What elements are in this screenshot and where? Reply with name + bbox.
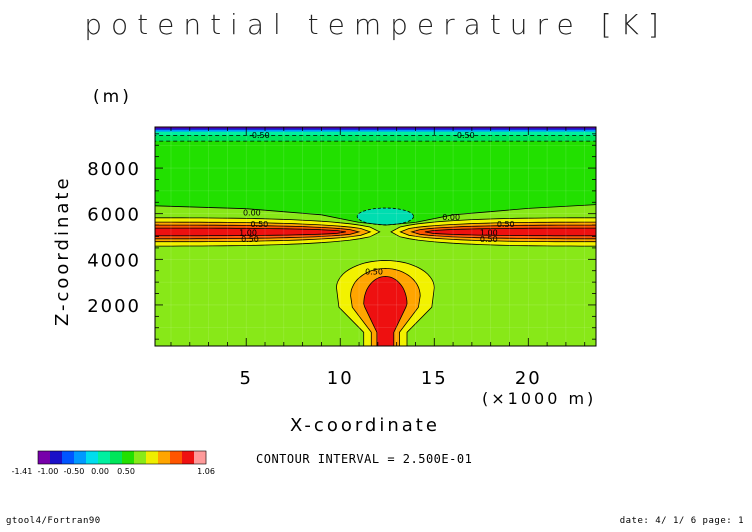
field-cyan-blob [357,208,414,225]
contour-interval-text: CONTOUR INTERVAL = 2.500E-01 [256,452,473,466]
x-tick-label: 5 [239,368,252,389]
field-warm-red-right [424,228,596,236]
contour-field [155,127,596,346]
contour-lines [155,127,596,346]
colorbar-swatch [98,451,111,464]
colorbar-swatch [134,451,147,464]
y-tick-label: 8000 [87,159,141,180]
colorbar-tick-label: -1.41 [12,467,33,476]
footer-left: gtool4/Fortran90 [6,516,101,526]
contour-lens-right-1 [399,221,596,243]
contour-plume-1 [350,267,421,346]
colorbar-swatch [182,451,195,464]
x-unit-label: (×1000 m) [482,389,596,408]
y-axis-label: Z-coordinate [52,175,73,326]
contour-label: 1.00 [480,229,498,238]
contour-plume-0 [336,260,435,346]
contour-lens-right-0 [390,217,596,247]
colorbar-swatch [122,451,135,464]
colorbar-swatch [38,451,51,464]
contour-label-layer: -0.50 -0.500.000.000.50 0.501.00 1.000.50 0.… [239,131,514,277]
contour-lens-right-2 [410,224,596,240]
y-tick-label: 6000 [87,205,141,226]
contour-label: 0.50 [241,235,259,244]
colorbar-border [37,450,207,465]
plume-red [363,276,407,346]
colorbar-swatch [110,451,123,464]
contour-label: 0.50 [480,235,498,244]
contour-lens-left-1 [155,221,372,243]
contour-label: 1.00 [239,229,257,238]
contour-lens-right-3 [424,227,596,237]
colorbar-tick-label: -0.50 [64,467,85,476]
y-tick-label: 2000 [87,296,141,317]
contour-lens-left-0 [155,217,381,247]
y-tick-label: 4000 [87,250,141,271]
chart-title: potential temperature [K] [84,8,668,41]
colorbar-tick-label: 1.06 [197,467,215,476]
colorbar-tick-label: 0.00 [91,467,109,476]
contour-label: 0.00 [243,209,261,218]
colorbar-swatch [86,451,99,464]
colorbar-swatch [146,451,159,464]
contour-cyan-blob [356,207,414,226]
contour-label: -0.50 [454,131,475,140]
colorbar-swatch [74,451,87,464]
footer-right: date: 4/ 1/ 6 page: 1 [619,516,744,526]
contour-lens-left-3 [155,227,346,237]
y-unit-label: (m) [93,87,132,107]
contour-plume-2 [363,275,408,346]
field-upper-band [155,127,596,226]
contour-label: 0.50 [250,220,268,229]
colorbar-tick-label: -1.00 [38,467,59,476]
x-tick-label: 15 [421,368,448,389]
x-tick-label: 10 [327,368,354,389]
contour-label: 0.50 [365,268,383,277]
colorbar-swatch [170,451,183,464]
colorbar-swatch [194,451,207,464]
colorbar-swatch [50,451,63,464]
x-axis-label: X-coordinate [290,415,440,436]
colorbar: -1.41 -1.00 -0.50 0.00 0.50 1.06 [12,450,215,476]
axes: 5 10 15 20 2000 4000 6000 8000 [87,127,596,389]
x-tick-label: 20 [515,368,542,389]
colorbar-swatch [158,451,171,464]
colorbar-swatch [62,451,75,464]
field-warm-red-left [155,228,346,236]
contour-label: 0.50 [497,220,515,229]
plot-grid [155,127,596,346]
colorbar-tick-label: 0.50 [117,467,135,476]
contour-lens-left-2 [155,224,361,240]
contour-label: 0.00 [442,213,460,222]
contour-label: -0.50 [249,131,270,140]
